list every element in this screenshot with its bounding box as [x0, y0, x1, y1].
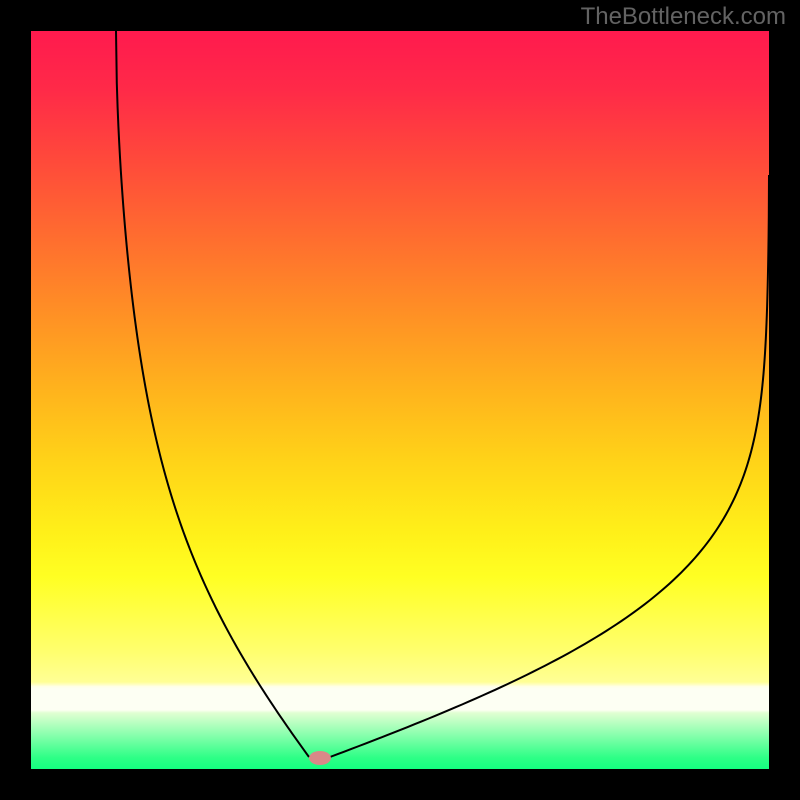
plot-area — [31, 31, 769, 769]
watermark-text: TheBottleneck.com — [581, 3, 786, 30]
chart-svg: TheBottleneck.com — [0, 0, 800, 800]
bottleneck-marker — [309, 751, 331, 765]
bottleneck-chart: TheBottleneck.com — [0, 0, 800, 800]
